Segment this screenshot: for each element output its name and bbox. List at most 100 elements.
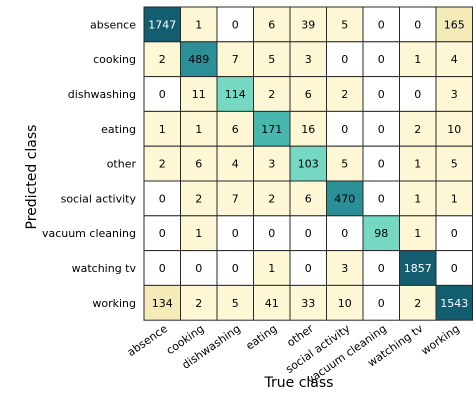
heatmap-cell-value: 0 xyxy=(378,262,385,275)
heatmap-cell xyxy=(289,250,327,286)
heatmap-cell-value: 1 xyxy=(195,227,202,240)
heatmap-cell xyxy=(326,180,364,217)
heatmap-cell xyxy=(216,250,254,286)
heatmap-cell-value: 1 xyxy=(268,262,275,275)
heatmap-cell xyxy=(435,41,473,78)
heatmap-cell xyxy=(216,180,254,217)
heatmap-cell-value: 0 xyxy=(195,262,202,275)
heatmap-cell-value: 0 xyxy=(378,18,385,31)
heatmap-cell-value: 1 xyxy=(451,192,458,205)
heatmap-cell xyxy=(216,41,254,78)
heatmap-cell xyxy=(362,215,400,252)
heatmap-cell xyxy=(289,284,327,321)
heatmap-cell-value: 2 xyxy=(195,297,202,310)
heatmap-cell xyxy=(180,76,218,112)
heatmap-cell-value: 103 xyxy=(298,158,319,171)
heatmap-cell-value: 5 xyxy=(341,158,348,171)
heatmap-cell-value: 6 xyxy=(195,158,202,171)
heatmap-cell-value: 98 xyxy=(374,227,388,240)
heatmap-cell xyxy=(399,6,437,43)
heatmap-cell xyxy=(143,250,181,286)
heatmap-cell-value: 2 xyxy=(159,53,166,66)
heatmap-cell-value: 0 xyxy=(341,53,348,66)
x-tick-label: eating xyxy=(243,322,279,353)
heatmap-cell xyxy=(143,110,181,147)
heatmap-cell-value: 2 xyxy=(159,158,166,171)
heatmap-cell-value: 0 xyxy=(341,123,348,136)
heatmap-cell xyxy=(143,180,181,217)
heatmap-cell xyxy=(180,6,218,43)
x-tick-label: absence xyxy=(125,322,170,359)
heatmap-cell-value: 5 xyxy=(341,18,348,31)
heatmap-cell-value: 1 xyxy=(195,18,202,31)
heatmap-cell-value: 1747 xyxy=(148,18,176,31)
heatmap-cell-value: 10 xyxy=(447,123,461,136)
heatmap-cell xyxy=(289,180,327,217)
heatmap-cell-value: 7 xyxy=(232,192,239,205)
heatmap-cell-value: 10 xyxy=(338,297,352,310)
heatmap-cell-value: 2 xyxy=(414,123,421,136)
heatmap-cell-value: 39 xyxy=(301,18,315,31)
heatmap-cell-value: 0 xyxy=(378,88,385,101)
heatmap-cell xyxy=(289,215,327,252)
heatmap-cell-value: 3 xyxy=(305,53,312,66)
heatmap-cell-value: 6 xyxy=(305,88,312,101)
y-tick-label: other xyxy=(107,158,137,171)
heatmap-cell-value: 33 xyxy=(301,297,315,310)
x-axis-label: True class xyxy=(264,375,334,391)
heatmap-cell-value: 5 xyxy=(268,53,275,66)
y-tick-label: absence xyxy=(90,18,136,31)
heatmap-cell xyxy=(435,180,473,217)
heatmap-cell-value: 2 xyxy=(414,297,421,310)
heatmap-cell-value: 4 xyxy=(451,53,458,66)
heatmap-cell-value: 470 xyxy=(334,192,355,205)
heatmap-cell-value: 489 xyxy=(188,53,209,66)
heatmap-cell-value: 6 xyxy=(268,18,275,31)
heatmap-cell-value: 1 xyxy=(414,53,421,66)
heatmap-cell-value: 2 xyxy=(341,88,348,101)
y-tick-label: dishwashing xyxy=(68,88,136,101)
heatmap-cell-value: 3 xyxy=(268,158,275,171)
heatmap-cell xyxy=(143,284,181,321)
heatmap-cell-value: 0 xyxy=(341,227,348,240)
heatmap-cell-value: 3 xyxy=(341,262,348,275)
heatmap-cell xyxy=(435,110,473,147)
heatmap-cell-value: 5 xyxy=(451,158,458,171)
heatmap-cell-value: 0 xyxy=(305,262,312,275)
heatmap-cell xyxy=(326,6,364,43)
heatmap-cell xyxy=(253,284,291,321)
heatmap-cell-value: 1 xyxy=(414,227,421,240)
heatmap-cell xyxy=(216,76,254,112)
heatmap-cell xyxy=(362,284,400,321)
heatmap-cell-value: 0 xyxy=(451,227,458,240)
heatmap-cell xyxy=(180,180,218,217)
heatmap-cell xyxy=(143,215,181,252)
heatmap-cell xyxy=(253,250,291,286)
heatmap-cell-value: 16 xyxy=(301,123,315,136)
heatmap-cell-value: 0 xyxy=(159,192,166,205)
heatmap-cell-value: 4 xyxy=(232,158,239,171)
heatmap-cell-value: 0 xyxy=(451,262,458,275)
heatmap-cell-value: 0 xyxy=(305,227,312,240)
heatmap-cell-value: 0 xyxy=(378,192,385,205)
heatmap-cell-value: 2 xyxy=(268,192,275,205)
heatmap-cell xyxy=(362,250,400,286)
heatmap-cell-value: 1543 xyxy=(440,297,468,310)
heatmap-cell-value: 0 xyxy=(268,227,275,240)
heatmap-cell-value: 0 xyxy=(414,88,421,101)
heatmap-cell-value: 0 xyxy=(159,88,166,101)
heatmap-cell xyxy=(143,6,181,43)
heatmap-cell xyxy=(399,41,437,78)
heatmap-cell-value: 1 xyxy=(414,192,421,205)
heatmap-cell-value: 6 xyxy=(232,123,239,136)
heatmap-cell xyxy=(435,145,473,182)
heatmap-cell-value: 0 xyxy=(159,227,166,240)
heatmap-cell xyxy=(326,284,364,321)
heatmap-cell-value: 2 xyxy=(195,192,202,205)
heatmap-cell-value: 0 xyxy=(232,262,239,275)
heatmap-cell-value: 171 xyxy=(261,123,282,136)
heatmap-cell xyxy=(253,180,291,217)
heatmap-cell-value: 1857 xyxy=(404,262,432,275)
heatmap-cell-value: 0 xyxy=(378,53,385,66)
